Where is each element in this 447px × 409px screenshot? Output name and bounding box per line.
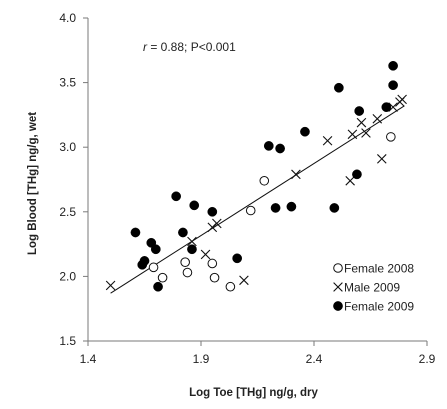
point-female-2008 [333, 263, 343, 273]
point-female-2009 [263, 141, 274, 151]
x-marker-stroke [397, 94, 407, 105]
legend-label: Female 2008 [344, 262, 414, 276]
point-female-2009 [388, 60, 398, 71]
point-male-2009 [347, 129, 358, 140]
point-female-2009 [187, 244, 197, 255]
point-female-2009 [381, 102, 392, 112]
tick-labels: 1.5 2.0 2.5 3.0 3.5 4.0 1.4 1.9 2.4 2.9 [59, 11, 435, 366]
point-male-2009 [361, 128, 371, 138]
point-male-2009 [345, 176, 355, 186]
point-female-2008 [207, 258, 218, 269]
x-tick-label: 1.4 [80, 352, 97, 366]
x-marker-stroke [291, 169, 301, 180]
point-female-2009 [329, 203, 340, 213]
point-female-2009 [178, 227, 188, 238]
point-male-2009 [322, 135, 333, 146]
point-female-2008 [245, 205, 256, 216]
correlation-stats: = 0.88; P<0.001 [147, 40, 236, 54]
point-male-2009 [239, 275, 249, 286]
point-male-2009 [187, 236, 197, 247]
x-marker-stroke [356, 117, 367, 128]
x-tick-label: 1.9 [193, 352, 210, 366]
x-axis-title: Log Toe [THg] ng/g, dry [189, 387, 318, 399]
point-female-2009 [334, 82, 344, 93]
point-female-2008 [157, 272, 168, 283]
point-female-2009 [354, 106, 365, 116]
point-female-2009 [333, 301, 343, 311]
x-marker-stroke [322, 135, 333, 146]
point-female-2009 [352, 169, 362, 180]
point-male-2009 [397, 94, 407, 105]
point-male-2009 [377, 154, 387, 164]
point-female-2008 [148, 262, 159, 273]
point-female-2009 [207, 206, 218, 217]
data-points [105, 60, 407, 292]
legend-label: Female 2009 [344, 300, 414, 314]
y-tick-label: 2.0 [59, 269, 76, 283]
point-female-2008 [386, 132, 396, 142]
point-female-2009 [171, 191, 181, 202]
point-male-2009 [212, 218, 222, 229]
y-tick-label: 1.5 [59, 334, 76, 348]
point-male-2009 [372, 113, 383, 124]
x-marker-stroke [347, 129, 358, 140]
point-female-2008 [259, 175, 270, 186]
point-female-2009 [150, 244, 161, 255]
point-female-2009 [130, 227, 141, 238]
x-tick-label: 2.9 [419, 352, 436, 366]
x-marker-stroke [333, 282, 343, 292]
point-male-2009 [356, 117, 367, 128]
x-marker-stroke [345, 176, 355, 186]
point-female-2009 [153, 281, 163, 292]
y-tick-label: 3.0 [59, 140, 76, 154]
y-axis-title: Log Blood [THg] ng/g, wet [27, 112, 39, 255]
x-marker-stroke [361, 128, 371, 138]
correlation-annotation: r = 0.88; P<0.001 [143, 40, 236, 54]
x-marker-stroke [239, 275, 249, 286]
point-female-2008 [209, 272, 220, 283]
x-marker-stroke [212, 218, 222, 229]
x-marker-stroke [377, 154, 387, 164]
point-male-2009 [105, 280, 116, 291]
point-female-2008 [182, 267, 193, 278]
y-tick-label: 4.0 [59, 11, 76, 25]
point-male-2009 [291, 169, 301, 180]
point-male-2009 [200, 249, 211, 260]
point-female-2009 [270, 203, 281, 213]
legend-label: Male 2009 [344, 281, 400, 295]
point-female-2009 [275, 143, 285, 154]
point-female-2009 [388, 80, 398, 91]
point-female-2009 [300, 126, 310, 137]
x-marker-stroke [200, 249, 211, 260]
point-female-2009 [139, 256, 150, 266]
point-female-2009 [232, 253, 243, 264]
point-female-2008 [225, 281, 236, 292]
point-female-2008 [180, 257, 190, 267]
point-female-2009 [189, 200, 200, 211]
y-tick-label: 2.5 [59, 205, 76, 219]
y-tick-label: 3.5 [59, 76, 76, 90]
x-marker-stroke [372, 113, 383, 124]
axes [83, 17, 428, 346]
x-marker-stroke [105, 280, 116, 291]
legend: Female 2008 Male 2009 Female 2009 [333, 262, 414, 314]
point-female-2009 [286, 201, 297, 212]
x-tick-label: 2.4 [306, 352, 323, 366]
x-marker-stroke [187, 236, 197, 247]
point-male-2009 [333, 282, 343, 292]
r-symbol: r [143, 40, 148, 54]
